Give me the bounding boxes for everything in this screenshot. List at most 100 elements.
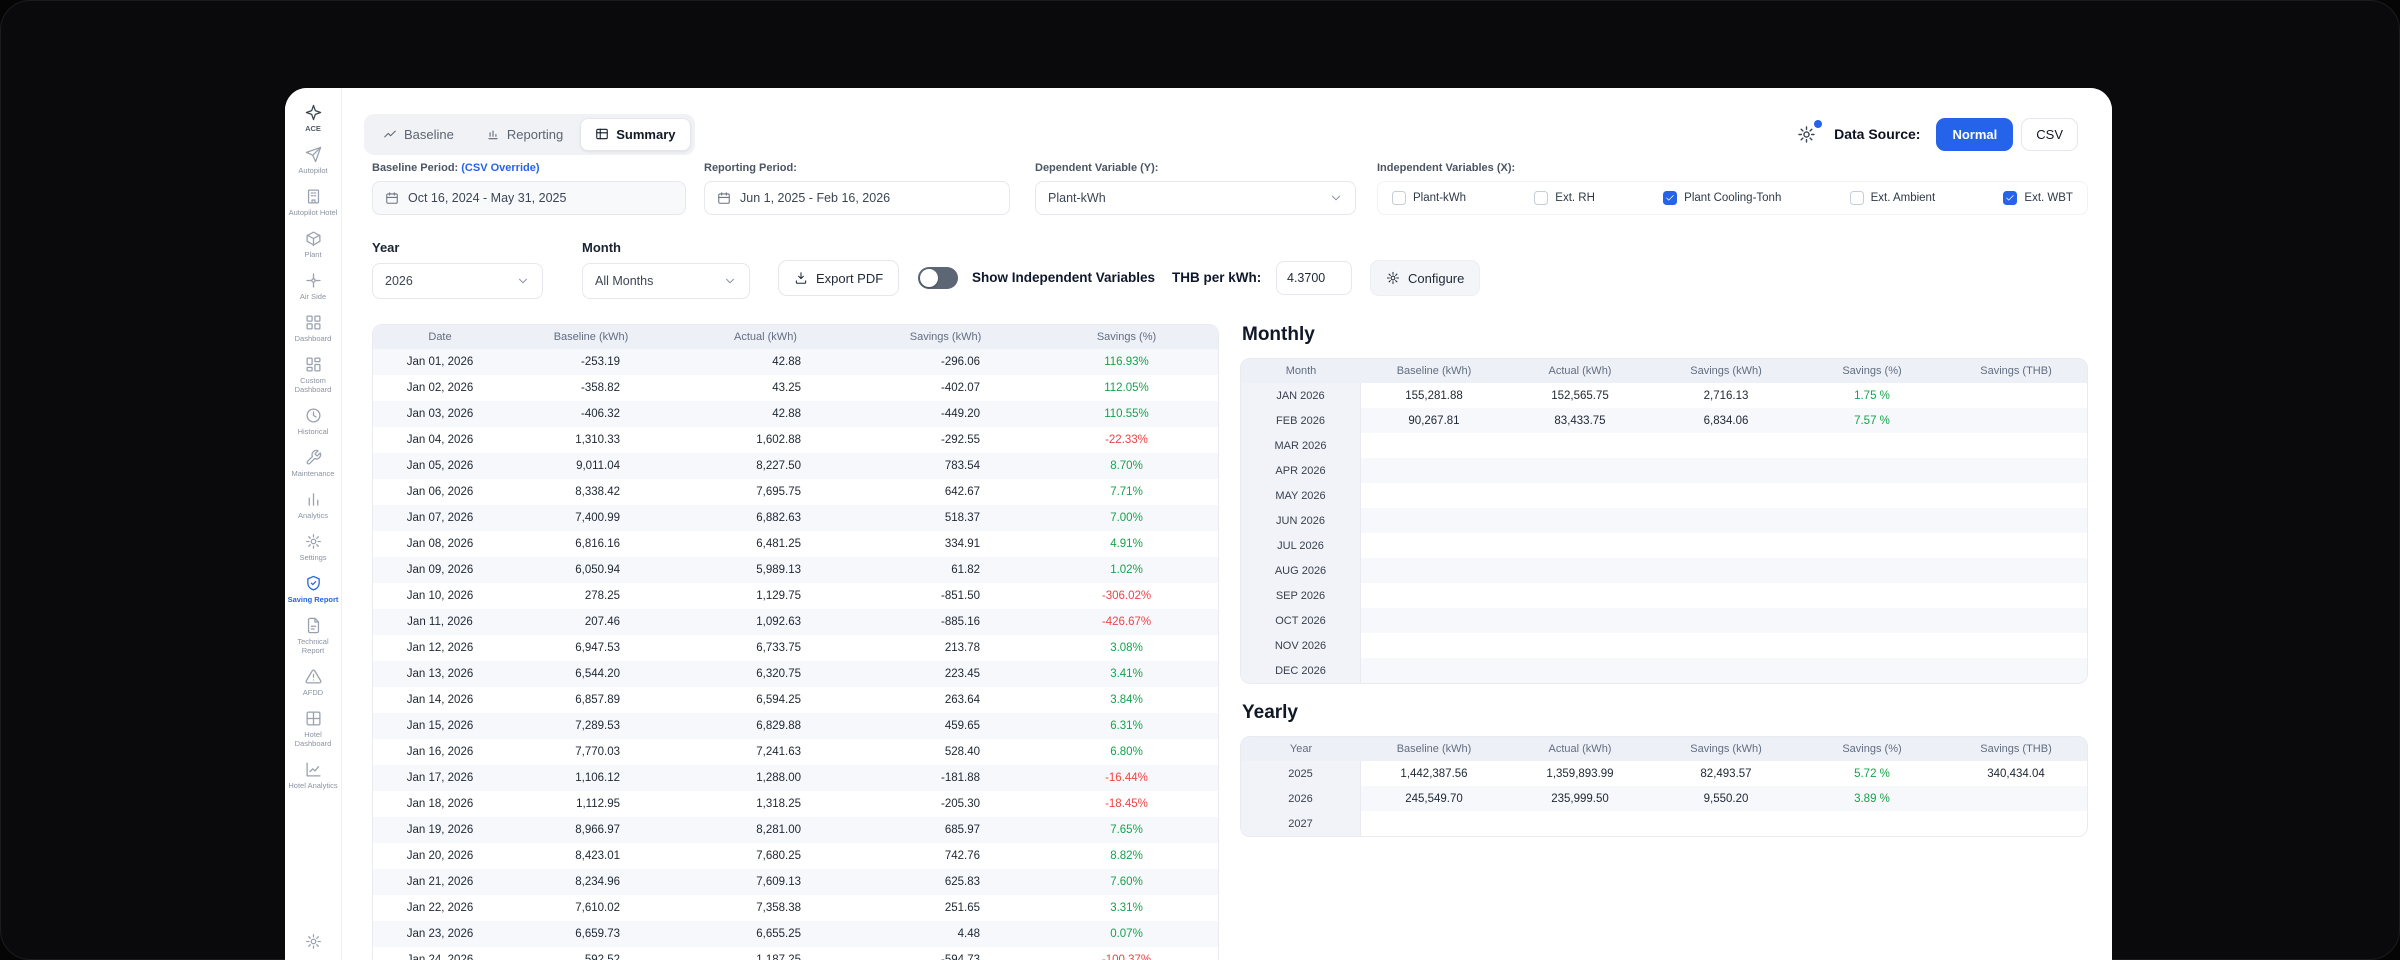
sidebar-item-custom-dashboard[interactable]: Custom Dashboard — [287, 356, 339, 394]
table-row: AUG 2026 — [1241, 558, 2087, 583]
thb-per-kwh-input[interactable] — [1276, 261, 1352, 295]
table-row: APR 2026 — [1241, 458, 2087, 483]
sidebar-item-technical-report[interactable]: Technical Report — [287, 617, 339, 655]
sidebar-item-autopilot-hotel[interactable]: Autopilot Hotel — [287, 188, 339, 217]
toggle-knob — [920, 269, 938, 287]
checkbox-plant-cooling-tonh[interactable]: Plant Cooling-Tonh — [1663, 191, 1781, 205]
air-side-icon — [305, 272, 322, 289]
cell — [1945, 433, 2087, 458]
cell: 42.88 — [675, 401, 856, 427]
cell: Jan 24, 2026 — [406, 954, 474, 960]
cell: 6,834.06 — [1653, 408, 1799, 433]
cell — [1361, 433, 1507, 458]
cell: 8,234.96 — [507, 869, 675, 895]
cell: 223.45 — [856, 661, 1035, 687]
cell: 4.91% — [1110, 538, 1143, 550]
table-row: 2027 — [1241, 811, 2087, 836]
cell: 642.67 — [944, 486, 980, 498]
summary-icon — [595, 127, 609, 141]
tab-baseline[interactable]: Baseline — [368, 118, 469, 151]
column-header: Date — [373, 325, 507, 349]
settings-gear-button[interactable] — [1795, 119, 1823, 146]
cell: 6,594.25 — [756, 694, 801, 706]
afdd-icon — [305, 668, 322, 685]
checkbox-plant-kwh[interactable]: Plant-kWh — [1392, 191, 1466, 205]
table-row: Jan 02, 2026 -358.82 43.25 -402.07 112.05% — [373, 375, 1218, 401]
show-independent-variables-toggle[interactable] — [918, 267, 958, 289]
sidebar-item-autopilot[interactable]: Autopilot — [287, 146, 339, 175]
year-select[interactable]: 2026 — [372, 263, 543, 299]
cell: Jan 17, 2026 — [373, 765, 507, 791]
cell: -406.32 — [507, 401, 675, 427]
export-pdf-button[interactable]: Export PDF — [778, 260, 900, 296]
cell: 3.84% — [1110, 694, 1143, 706]
table-row: 2025 1,442,387.56 1,359,893.99 82,493.57 5.7… — [1241, 761, 2087, 786]
sidebar-item-dashboard[interactable]: Dashboard — [287, 314, 339, 343]
cell: -18.45% — [1105, 798, 1148, 810]
cell: 9,011.04 — [507, 453, 675, 479]
checkbox-ext-rh[interactable]: Ext. RH — [1534, 191, 1595, 205]
sidebar-item-air-side[interactable]: Air Side — [287, 272, 339, 301]
sidebar-item-afdd[interactable]: AFDD — [287, 668, 339, 697]
cell — [1945, 533, 2087, 558]
table-row: Jan 23, 2026 6,659.73 6,655.25 4.48 0.07% — [373, 921, 1218, 947]
cell — [1361, 633, 1507, 658]
checkbox-label: Plant-kWh — [1413, 192, 1467, 204]
cell: 1,112.95 — [576, 798, 620, 810]
cell: 251.65 — [944, 902, 980, 914]
cell: 6,816.16 — [575, 538, 620, 550]
cell — [1945, 408, 2087, 433]
cell: 6,320.75 — [675, 661, 856, 687]
sidebar-item-historical[interactable]: Historical — [287, 407, 339, 436]
sidebar-item-label: Air Side — [299, 292, 327, 301]
sidebar-item-plant[interactable]: Plant — [287, 230, 339, 259]
cell: 83,433.75 — [1507, 408, 1653, 433]
independent-variables-label: Independent Variables (X): — [1377, 162, 1516, 174]
sidebar-item-ace[interactable]: ACE — [287, 104, 339, 133]
cell — [1945, 508, 2087, 533]
cell: 6,050.94 — [507, 557, 675, 583]
sidebar-item-maintenance[interactable]: Maintenance — [287, 449, 339, 478]
table-header-row: Year Baseline (kWh) Actual (kWh) Savings (k… — [1241, 737, 2087, 761]
sidebar-item-label: Settings — [299, 553, 327, 562]
baseline-period-input[interactable]: Oct 16, 2024 - May 31, 2025 — [372, 181, 686, 215]
configure-button[interactable]: Configure — [1370, 260, 1481, 296]
dependent-variable-select[interactable]: Plant-kWh — [1035, 181, 1356, 215]
reporting-period-input[interactable]: Jun 1, 2025 - Feb 16, 2026 — [704, 181, 1010, 215]
data-source-normal-button[interactable]: Normal — [1936, 117, 2014, 151]
sidebar-item-hotel-analytics[interactable]: Hotel Analytics — [287, 761, 339, 790]
table-row: Jan 07, 2026 7,400.99 6,882.63 518.37 7.00% — [373, 505, 1218, 531]
sidebar-item-gear-icon[interactable] — [287, 933, 339, 950]
cell: 82,493.57 — [1700, 767, 1752, 780]
cell — [1945, 458, 2087, 483]
yearly-title: Yearly — [1242, 702, 1298, 723]
checkbox-ext-wbt[interactable]: Ext. WBT — [2003, 191, 2073, 205]
table-row: NOV 2026 — [1241, 633, 2087, 658]
cell — [1945, 786, 2087, 811]
table-row: Jan 04, 2026 1,310.33 1,602.88 -292.55 -22.3… — [373, 427, 1218, 453]
cell — [1507, 433, 1653, 458]
sidebar-item-saving-report[interactable]: Saving Report — [287, 575, 339, 604]
sidebar-item-analytics[interactable]: Analytics — [287, 491, 339, 520]
sidebar-item-settings[interactable]: Settings — [287, 533, 339, 562]
maintenance-icon — [305, 449, 322, 466]
cell: 1,092.63 — [675, 609, 856, 635]
cell — [1653, 658, 1799, 683]
calendar-icon — [385, 191, 399, 205]
csv-override-link[interactable]: (CSV Override) — [461, 162, 540, 174]
cell: Jan 04, 2026 — [406, 434, 474, 446]
tab-summary[interactable]: Summary — [580, 117, 691, 151]
cell — [1653, 558, 1799, 583]
reporting-period-label: Reporting Period: — [704, 162, 797, 174]
cell: -426.67% — [1035, 609, 1218, 635]
sidebar-item-label: Analytics — [297, 511, 328, 520]
main-content: Baseline Reporting Summary Data Source: No… — [342, 88, 2112, 960]
tab-reporting[interactable]: Reporting — [471, 118, 578, 151]
sidebar-item-hotel-dashboard[interactable]: Hotel Dashboard — [287, 710, 339, 748]
data-source-group: Data Source: Normal CSV — [1795, 117, 2078, 151]
checkbox-ext-ambient[interactable]: Ext. Ambient — [1849, 191, 1935, 205]
data-source-csv-button[interactable]: CSV — [2021, 117, 2078, 151]
month-select[interactable]: All Months — [582, 263, 750, 299]
cell: 152,565.75 — [1551, 389, 1609, 402]
column-header: Baseline (kWh) — [1361, 737, 1507, 761]
